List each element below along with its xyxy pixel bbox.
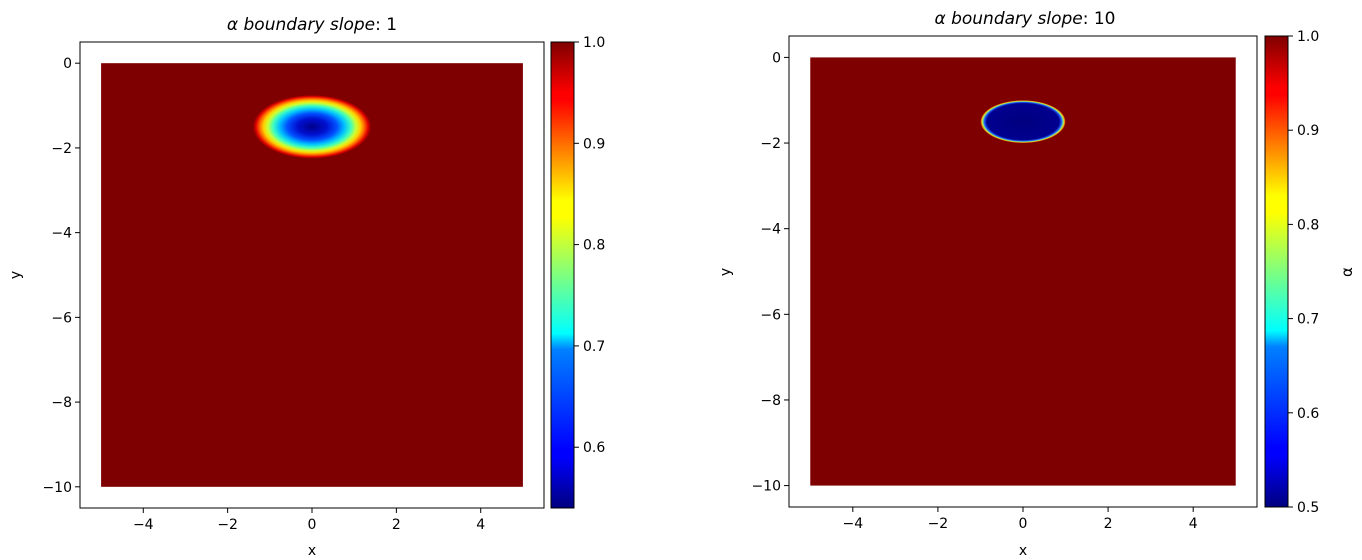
panel-1: α boundary slope: 1 −4 −2 0 2 4 0 −2 −4 −6 −8 −10…: [8, 15, 605, 559]
chart-1-x-tick-label: 0: [308, 517, 317, 533]
chart-2-x-tick-label: 0: [1019, 516, 1028, 532]
chart-2-y-tick-label: −8: [760, 393, 781, 409]
chart-1-field: [101, 63, 523, 487]
chart-1-y-tick-label: −10: [42, 480, 72, 496]
chart-2-title: α boundary slope: 10: [934, 9, 1115, 29]
chart-1-y-tick-label: −6: [51, 310, 72, 326]
chart-1-colorbar-tick-label: 0.7: [583, 339, 605, 355]
chart-2-y-tick-label: −2: [760, 136, 781, 152]
chart-2-colorbar: 0.5 0.6 0.7 0.8 0.9 1.0: [1264, 29, 1319, 516]
chart-2-y-tick-label: −10: [751, 479, 781, 495]
chart-2-y-tick-label: −6: [760, 307, 781, 323]
chart-1-x-tick-label: −4: [133, 517, 154, 533]
chart-1-title-italic: α boundary slope: [227, 15, 375, 35]
chart-1-colorbar-gradient: [550, 41, 575, 509]
chart-1-title-value: : 1: [375, 15, 397, 35]
chart-2-title-italic: α boundary slope: [934, 9, 1082, 29]
chart-1-title: α boundary slope: 1: [227, 15, 397, 35]
panel-2: α boundary slope: 10 −4 −2 0 2 4 0 −2 −4 −6 −8 −1…: [718, 9, 1356, 559]
chart-2-colorbar-tick-label: 0.5: [1297, 500, 1319, 516]
chart-2-colorbar-tick-label: 1.0: [1297, 29, 1319, 45]
chart-1-colorbar-tick-label: 0.9: [583, 136, 605, 152]
chart-1-colorbar: 0.6 0.7 0.8 0.9 1.0: [550, 35, 605, 509]
chart-2-field: [810, 57, 1236, 486]
chart-1-x-label: x: [308, 543, 316, 559]
chart-1-colorbar-tick-label: 0.6: [583, 440, 605, 456]
chart-1-x-ticks: −4 −2 0 2 4: [133, 508, 485, 533]
chart-2-title-value: : 10: [1083, 9, 1116, 29]
chart-2-y-tick-label: −4: [760, 222, 781, 238]
chart-2-x-tick-label: −2: [928, 516, 949, 532]
chart-1-colorbar-tick-label: 0.8: [583, 238, 605, 254]
chart-2-x-label: x: [1019, 543, 1027, 559]
chart-2-colorbar-tick-label: 0.7: [1297, 312, 1319, 328]
chart-2-colorbar-tick-label: 0.9: [1297, 123, 1319, 139]
chart-2-x-ticks: −4 −2 0 2 4: [842, 507, 1198, 532]
chart-1-y-tick-label: −2: [51, 141, 72, 157]
chart-1-colorbar-tick-label: 1.0: [583, 35, 605, 51]
chart-2-inclusion: [980, 100, 1066, 144]
chart-1-y-tick-label: −4: [51, 226, 72, 242]
chart-1-x-tick-label: 4: [476, 517, 485, 533]
chart-2-colorbar-tick-label: 0.8: [1297, 217, 1319, 233]
chart-2-x-tick-label: 4: [1189, 516, 1198, 532]
chart-1-y-ticks: 0 −2 −4 −6 −8 −10: [42, 56, 80, 496]
chart-2-colorbar-tick-label: 0.6: [1297, 406, 1319, 422]
chart-2-y-ticks: 0 −2 −4 −6 −8 −10: [751, 50, 789, 495]
chart-1-y-label: y: [8, 271, 24, 279]
chart-1-x-tick-label: 2: [392, 517, 401, 533]
chart-2-y-label: y: [718, 268, 734, 276]
chart-2-x-tick-label: 2: [1104, 516, 1113, 532]
chart-1-x-tick-label: −2: [217, 517, 238, 533]
chart-2-y-tick-label: 0: [772, 50, 781, 66]
chart-1-y-tick-label: 0: [63, 56, 72, 72]
chart-2-colorbar-gradient: [1264, 35, 1289, 508]
chart-2-x-tick-label: −4: [842, 516, 863, 532]
chart-1-y-tick-label: −8: [51, 395, 72, 411]
chart-1-inclusion: [252, 94, 372, 159]
chart-2-colorbar-label: α: [1338, 267, 1356, 277]
